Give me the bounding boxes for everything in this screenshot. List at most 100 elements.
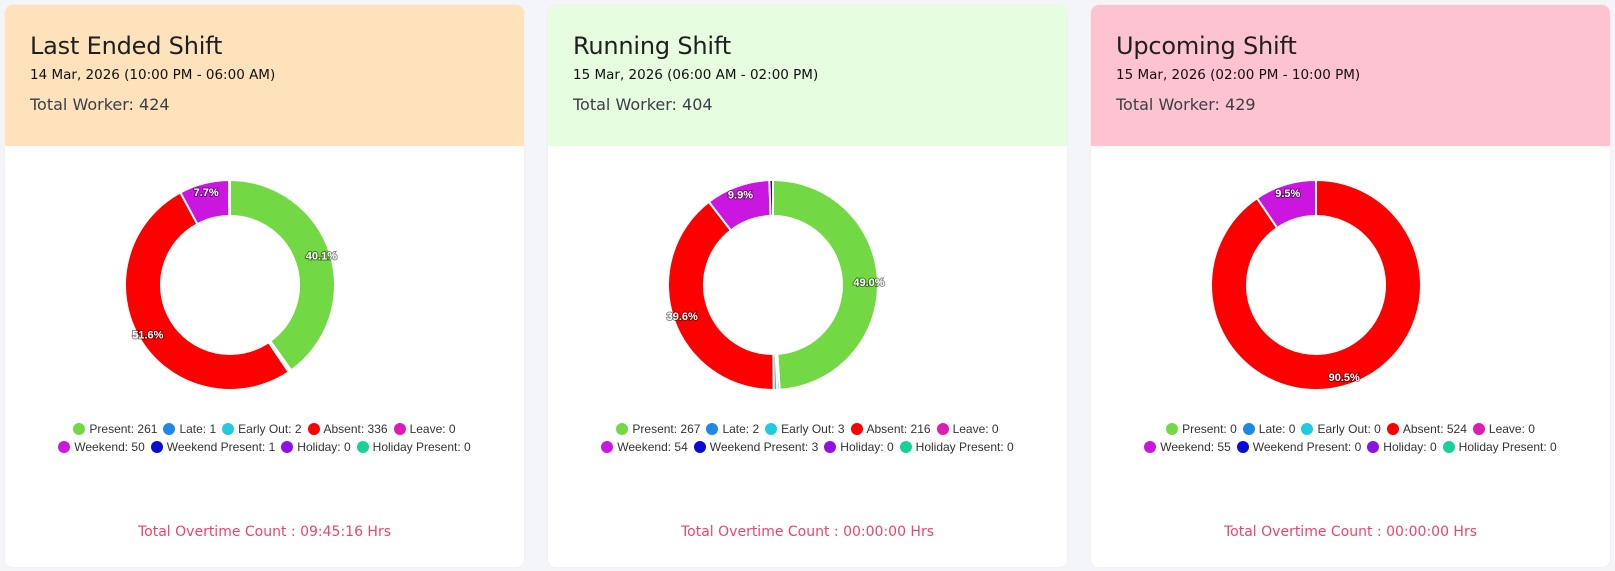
legend-item-holiday[interactable]: Holiday: 0: [1367, 438, 1437, 456]
legend-label: Leave: 0: [952, 422, 999, 436]
legend-label: Early Out: 2: [238, 422, 302, 436]
legend-label: Weekend: 55: [1160, 440, 1231, 454]
shift-date: 15 Mar, 2026 (02:00 PM - 10:00 PM): [1116, 67, 1361, 83]
legend-label: Leave: 0: [409, 422, 456, 436]
legend-item-late[interactable]: Late: 2: [706, 420, 759, 438]
legend-item-weekend-present[interactable]: Weekend Present: 0: [1236, 438, 1362, 456]
legend-label: Present: 261: [89, 422, 158, 436]
legend-item-present[interactable]: Present: 261: [73, 420, 157, 438]
legend-item-absent[interactable]: Absent: 524: [1386, 420, 1467, 438]
legend-item-leave[interactable]: Leave: 0: [393, 420, 456, 438]
legend-item-present[interactable]: Present: 0: [1166, 420, 1237, 438]
legend-dot-icon: [1242, 423, 1255, 435]
card-header: Running Shift 15 Mar, 2026 (06:00 AM - 0…: [548, 5, 1067, 146]
legend-item-holiday[interactable]: Holiday: 0: [281, 438, 351, 456]
legend-label: Early Out: 0: [1317, 422, 1381, 436]
legend-item-absent[interactable]: Absent: 216: [850, 420, 931, 438]
legend-item-weekend[interactable]: Weekend: 50: [58, 438, 145, 456]
legend-label: Holiday Present: 0: [1458, 440, 1557, 454]
legend-dot-icon: [307, 423, 320, 435]
legend-dot-icon: [58, 441, 71, 453]
legend-item-holiday-present[interactable]: Holiday Present: 0: [356, 438, 471, 456]
slice-label-absent: 90.5%: [1329, 372, 1360, 384]
slice-label-weekend: 7.7%: [194, 187, 219, 199]
legend-dot-icon: [1442, 441, 1455, 453]
legend-label: Weekend Present: 3: [709, 440, 819, 454]
legend-item-holiday-present[interactable]: Holiday Present: 0: [1442, 438, 1557, 456]
legend-label: Holiday: 0: [297, 440, 351, 454]
legend-item-absent[interactable]: Absent: 336: [307, 420, 388, 438]
legend-label: Present: 0: [1182, 422, 1237, 436]
slice-weekend-present: [227, 178, 231, 218]
attendance-donut-chart: 40.1% 51.6% 7.7%: [124, 178, 338, 391]
legend-item-weekend-present[interactable]: Weekend Present: 1: [150, 438, 276, 456]
slice-label-present: 49.0%: [853, 277, 884, 289]
legend-dot-icon: [281, 441, 294, 453]
legend-label: Holiday: 0: [840, 440, 894, 454]
legend-item-present[interactable]: Present: 267: [616, 420, 700, 438]
card-title: Last Ended Shift: [30, 32, 223, 60]
legend-dot-icon: [706, 423, 719, 435]
card-header: Upcoming Shift 15 Mar, 2026 (02:00 PM - …: [1091, 5, 1610, 146]
legend-label: Holiday Present: 0: [915, 440, 1014, 454]
shift-card-last-ended: Last Ended Shift 14 Mar, 2026 (10:00 PM …: [5, 5, 524, 567]
legend-dot-icon: [765, 423, 778, 435]
legend-dot-icon: [824, 441, 837, 453]
legend-dot-icon: [1166, 423, 1179, 435]
legend-dot-icon: [1386, 423, 1399, 435]
legend-dot-icon: [222, 423, 235, 435]
legend-dot-icon: [616, 423, 629, 435]
legend-item-leave[interactable]: Leave: 0: [1472, 420, 1535, 438]
legend-dot-icon: [1367, 441, 1380, 453]
slice-absent: [667, 200, 775, 391]
card-title: Running Shift: [573, 32, 731, 60]
legend-label: Absent: 524: [1402, 422, 1467, 436]
legend-dot-icon: [1472, 423, 1485, 435]
slice-present: [772, 178, 879, 391]
legend-label: Late: 0: [1258, 422, 1296, 436]
slice-label-present: 40.1%: [306, 251, 337, 263]
legend-label: Early Out: 3: [781, 422, 845, 436]
slice-weekend: [1255, 178, 1317, 230]
legend-dot-icon: [356, 441, 369, 453]
card-header: Last Ended Shift 14 Mar, 2026 (10:00 PM …: [5, 5, 524, 146]
shift-date: 14 Mar, 2026 (10:00 PM - 06:00 AM): [30, 67, 276, 83]
legend-item-late[interactable]: Late: 1: [163, 420, 216, 438]
legend-item-late[interactable]: Late: 0: [1242, 420, 1296, 438]
shift-date: 15 Mar, 2026 (06:00 AM - 02:00 PM): [573, 67, 819, 83]
legend-item-holiday[interactable]: Holiday: 0: [824, 438, 894, 456]
legend-dot-icon: [693, 441, 706, 453]
legend-item-early-out[interactable]: Early Out: 3: [765, 420, 845, 438]
legend-item-early-out[interactable]: Early Out: 2: [222, 420, 302, 438]
legend-item-weekend-present[interactable]: Weekend Present: 3: [693, 438, 819, 456]
legend-dot-icon: [899, 441, 912, 453]
legend-item-leave[interactable]: Leave: 0: [936, 420, 999, 438]
legend-dot-icon: [163, 423, 176, 435]
legend-dot-icon: [601, 441, 614, 453]
legend-dot-icon: [1301, 423, 1314, 435]
legend-label: Weekend Present: 1: [166, 440, 276, 454]
slice-label-weekend: 9.5%: [1275, 188, 1300, 200]
chart-legend: Present: 267 Late: 2 Early Out: 3 Absent: 2…: [588, 420, 1027, 456]
chart-legend: Present: 0 Late: 0 Early Out: 0 Absent: 524…: [1131, 420, 1570, 456]
legend-item-weekend[interactable]: Weekend: 54: [601, 438, 688, 456]
legend-label: Weekend: 54: [617, 440, 688, 454]
slice-absent: [124, 191, 291, 391]
legend-label: Holiday Present: 0: [372, 440, 471, 454]
attendance-donut-chart: 49.0% 39.6% 9.9%: [666, 178, 886, 392]
legend-item-holiday-present[interactable]: Holiday Present: 0: [899, 438, 1014, 456]
legend-item-weekend[interactable]: Weekend: 55: [1144, 438, 1231, 456]
slice-weekend-present: [768, 178, 774, 218]
attendance-donut-chart: 90.5% 9.5%: [1210, 178, 1422, 391]
slice-label-weekend: 9.9%: [728, 190, 753, 202]
legend-dot-icon: [936, 423, 949, 435]
card-title: Upcoming Shift: [1116, 32, 1297, 60]
total-worker: Total Worker: 429: [1116, 95, 1256, 114]
legend-item-early-out[interactable]: Early Out: 0: [1301, 420, 1381, 438]
legend-label: Holiday: 0: [1383, 440, 1437, 454]
legend-label: Weekend Present: 0: [1252, 440, 1362, 454]
legend-dot-icon: [1144, 441, 1157, 453]
slice-label-absent: 51.6%: [132, 330, 163, 342]
slice-absent: [1210, 178, 1422, 391]
legend-dot-icon: [150, 441, 163, 453]
